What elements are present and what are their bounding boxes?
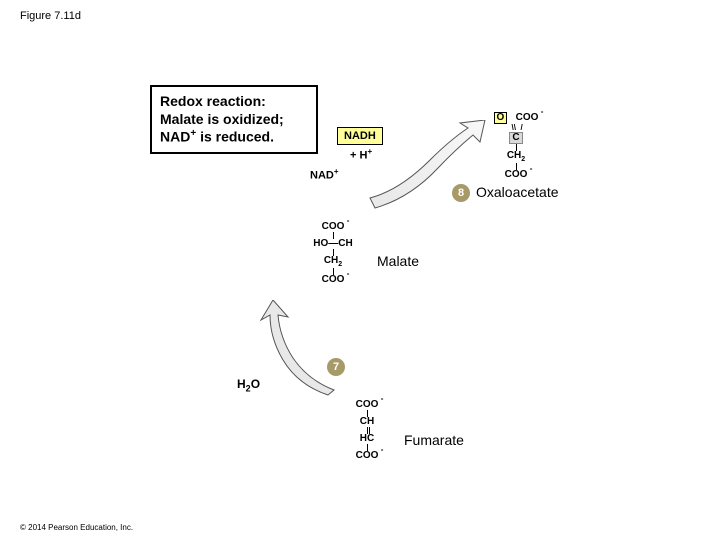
- fumarate-structure: COO CH HC COO: [342, 400, 392, 461]
- oxaloacetate-structure: O COO \\ / C CH2 COO: [486, 112, 546, 180]
- nad-plus-label: NAD+: [310, 167, 339, 182]
- copyright-text: © 2014 Pearson Education, Inc.: [20, 523, 133, 532]
- redox-description-box: Redox reaction:Malate is oxidized;NAD+ i…: [150, 85, 318, 154]
- malate-label: Malate: [377, 253, 419, 269]
- malate-structure: COO HO—CH CH2 COO: [300, 222, 366, 285]
- fumarate-label: Fumarate: [404, 432, 464, 448]
- figure-label: Figure 7.11d: [20, 10, 81, 22]
- arrow-step-8: [360, 120, 490, 210]
- h2o-label: H2O: [237, 377, 260, 393]
- arrow-step-7: [258, 300, 348, 400]
